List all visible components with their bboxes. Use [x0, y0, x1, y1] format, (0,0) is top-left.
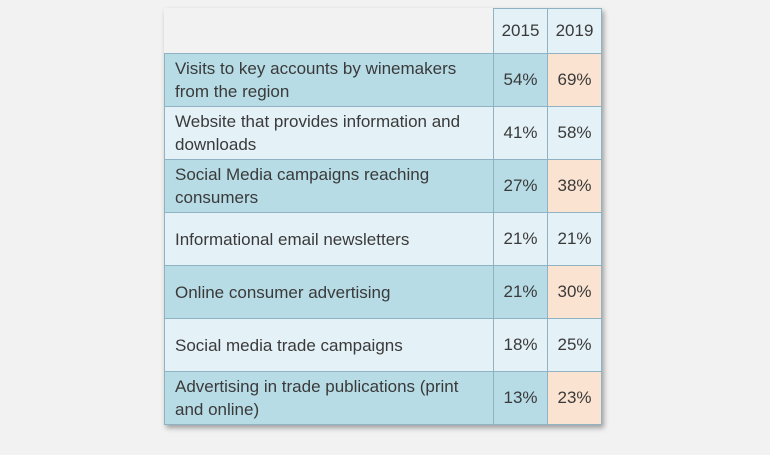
value-2019: 58%: [547, 106, 602, 160]
value-2019: 25%: [547, 318, 602, 372]
row-label: Social media trade campaigns: [164, 318, 494, 372]
value-2015: 18%: [493, 318, 548, 372]
value-2015: 21%: [493, 212, 548, 266]
table-row: Social media trade campaigns 18% 25%: [164, 318, 602, 372]
row-label: Online consumer advertising: [164, 265, 494, 319]
value-2015: 21%: [493, 265, 548, 319]
header-blank-cell: [164, 8, 494, 54]
column-header-2015: 2015: [493, 8, 548, 54]
row-label: Informational email newsletters: [164, 212, 494, 266]
value-2015: 27%: [493, 159, 548, 213]
row-label: Website that provides information and do…: [164, 106, 494, 160]
value-2019: 38%: [547, 159, 602, 213]
table-row: Advertising in trade publications (print…: [164, 371, 602, 425]
row-label: Visits to key accounts by winemakers fro…: [164, 53, 494, 107]
row-label: Social Media campaigns reaching consumer…: [164, 159, 494, 213]
value-2015: 54%: [493, 53, 548, 107]
value-2019: 30%: [547, 265, 602, 319]
survey-table: 2015 2019 Visits to key accounts by wine…: [164, 8, 602, 425]
table-row: Website that provides information and do…: [164, 106, 602, 160]
table-row: Informational email newsletters 21% 21%: [164, 212, 602, 266]
header-row: 2015 2019: [164, 8, 602, 54]
column-header-2019: 2019: [547, 8, 602, 54]
value-2019: 69%: [547, 53, 602, 107]
row-label: Advertising in trade publications (print…: [164, 371, 494, 425]
table-row: Online consumer advertising 21% 30%: [164, 265, 602, 319]
table-row: Social Media campaigns reaching consumer…: [164, 159, 602, 213]
value-2015: 41%: [493, 106, 548, 160]
value-2015: 13%: [493, 371, 548, 425]
value-2019: 23%: [547, 371, 602, 425]
table-row: Visits to key accounts by winemakers fro…: [164, 53, 602, 107]
value-2019: 21%: [547, 212, 602, 266]
